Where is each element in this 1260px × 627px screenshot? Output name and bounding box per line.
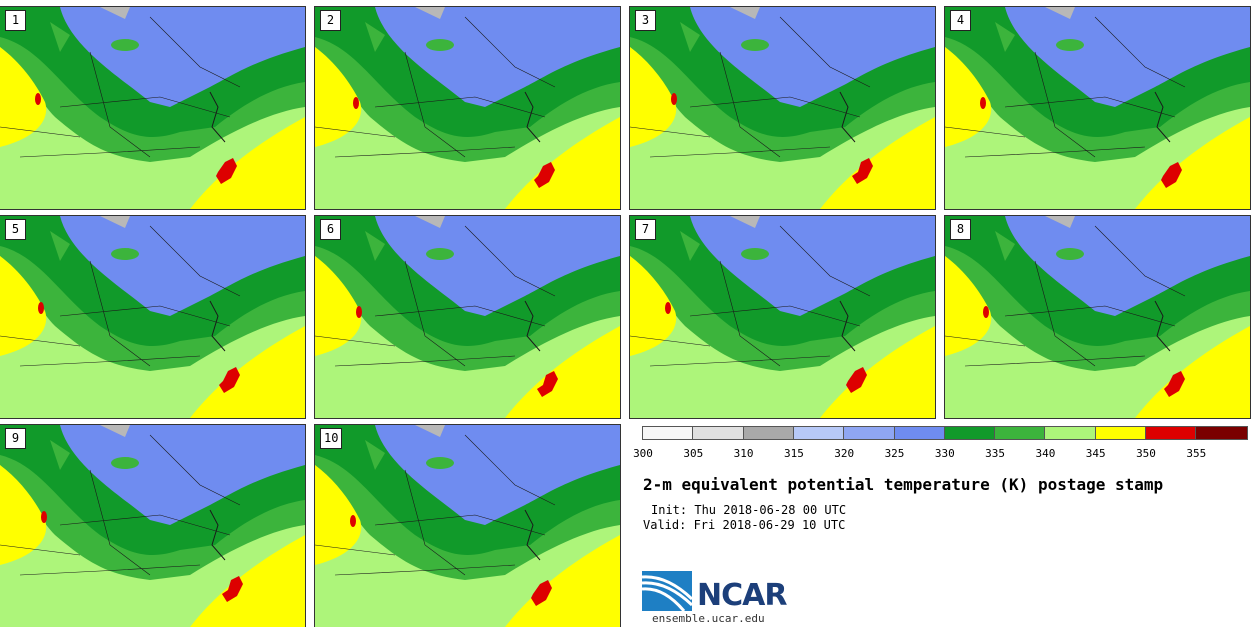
ensemble-member-map: 6 (314, 215, 621, 419)
member-number-label: 2 (320, 10, 341, 31)
colorbar-swatch (1144, 426, 1198, 440)
colorbar-tick-label: 355 (1186, 447, 1207, 460)
ensemble-member-map: 8 (944, 215, 1251, 419)
ensemble-member-map: 3 (629, 6, 936, 210)
colorbar-tick-label: 345 (1085, 447, 1106, 460)
member-number-label: 9 (5, 428, 26, 449)
colorbar-tick-label: 325 (884, 447, 905, 460)
member-number-label: 6 (320, 219, 341, 240)
valid-time: Valid: Fri 2018-06-29 10 UTC (643, 518, 846, 532)
colorbar-swatch (1044, 426, 1097, 440)
ensemble-member-map: 9 (0, 424, 306, 627)
ensemble-member-map: 4 (944, 6, 1251, 210)
colorbar-tick-label: 320 (834, 447, 855, 460)
init-time: Init: Thu 2018-06-28 00 UTC (651, 503, 847, 517)
ncar-wordmark: NCAR (697, 578, 787, 613)
colorbar-swatch (893, 426, 946, 440)
colorbar-tick-label: 350 (1136, 447, 1156, 460)
member-number-label: 1 (5, 10, 26, 31)
colorbar-tick-label: 310 (733, 447, 754, 460)
ncar-logo-icon (641, 571, 694, 615)
colorbar-tick-label: 305 (683, 447, 704, 460)
colorbar-swatch (692, 426, 745, 440)
ensemble-member-map: 2 (314, 6, 621, 210)
figure-title: 2-m equivalent potential temperature (K)… (643, 475, 1164, 494)
colorbar-tick-label: 335 (985, 447, 1006, 460)
ensemble-member-map: 7 (629, 215, 936, 419)
ensemble-member-map: 1 (0, 6, 306, 210)
logo-url: ensemble.ucar.edu (652, 612, 765, 625)
colorbar-swatch (742, 426, 795, 440)
colorbar-swatch (641, 426, 695, 440)
member-number-label: 7 (635, 219, 656, 240)
colorbar-swatch (843, 426, 896, 440)
colorbar-tick-label: 300 (633, 447, 653, 460)
member-number-label: 5 (5, 219, 26, 240)
colorbar-tick-label: 330 (934, 447, 955, 460)
colorbar-tick-label: 340 (1035, 447, 1056, 460)
member-number-label: 4 (950, 10, 971, 31)
ensemble-member-map: 5 (0, 215, 306, 419)
colorbar-swatch (943, 426, 997, 440)
colorbar-swatch (1094, 426, 1147, 440)
colorbar-swatch (994, 426, 1047, 440)
colorbar-swatch (792, 426, 846, 440)
member-number-label: 8 (950, 219, 971, 240)
colorbar-tick-label: 315 (783, 447, 804, 460)
member-number-label: 3 (635, 10, 656, 31)
member-number-label: 10 (320, 428, 343, 449)
colorbar-swatch (1195, 426, 1248, 440)
ensemble-member-map: 10 (314, 424, 621, 627)
